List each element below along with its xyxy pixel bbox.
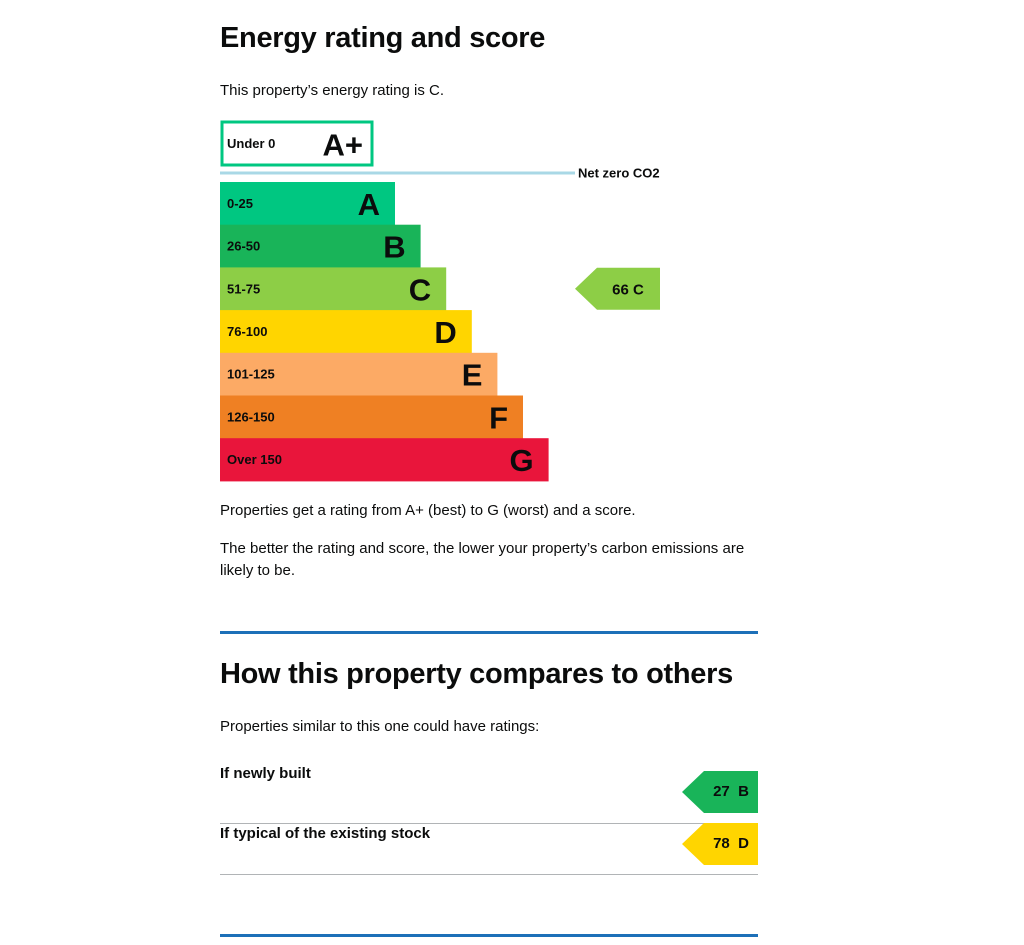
band-range-label: 26-50 (227, 239, 260, 254)
band-range-label: Over 150 (227, 452, 282, 467)
rating-arrow-shape (682, 823, 758, 865)
compare-intro: Properties similar to this one could hav… (220, 718, 540, 735)
net-zero-label: Net zero CO2 (578, 166, 660, 181)
compare-label: If newly built (220, 765, 311, 782)
band-a-plus-outline (220, 120, 374, 167)
energy-rating-chart: Under 0 A+ 0-25 A 26-50 B 51-75 C 76-100 D 101-125… (220, 120, 660, 482)
net-zero-line (220, 171, 575, 175)
rating-badge-text: 27 B (713, 783, 749, 800)
rating-arrow-shape (682, 771, 758, 813)
rating-badge-text: 78 D (713, 835, 749, 852)
compare-label: If typical of the existing stock (220, 825, 431, 842)
band-range-label: 126-150 (227, 409, 275, 424)
rating-badge: 78 D (682, 823, 758, 865)
rating-note-1: Properties get a rating from A+ (best) t… (220, 502, 636, 519)
rating-badge: 27 B (682, 771, 758, 813)
band-f-bar (220, 395, 523, 439)
band-range-label: 101-125 (227, 367, 275, 382)
band-letter: E (462, 358, 483, 393)
band-e-bar (220, 352, 498, 396)
compare-row-typical-stock: If typical of the existing stock 78 D (220, 823, 758, 875)
band-c-bar (220, 267, 447, 311)
section-divider (220, 631, 758, 634)
current-rating-arrow (575, 267, 660, 310)
band-letter: D (434, 315, 456, 350)
band-letter: B (383, 230, 405, 265)
compare-row-newly-built: If newly built 27 B (220, 763, 758, 824)
band-range-label: Under 0 (227, 136, 275, 151)
rating-note-2: The better the rating and score, the low… (220, 540, 745, 579)
band-range-label: 76-100 (227, 324, 267, 339)
band-b-bar (220, 224, 421, 268)
band-letter: F (489, 400, 508, 435)
band-g-bar (220, 438, 549, 482)
band-a-bar (220, 182, 395, 226)
band-letter: A+ (323, 128, 364, 163)
band-range-label: 51-75 (227, 281, 260, 296)
page-title: Energy rating and score (220, 22, 546, 54)
band-letter: C (409, 272, 431, 307)
band-range-label: 0-25 (227, 196, 253, 211)
band-letter: G (509, 443, 533, 478)
compare-title: How this property compares to others (220, 658, 733, 690)
band-d-bar (220, 310, 472, 354)
band-letter: A (358, 187, 380, 222)
rating-intro: This property’s energy rating is C. (220, 82, 444, 99)
section-divider (220, 934, 758, 937)
current-rating-label: 66 C (612, 281, 644, 298)
